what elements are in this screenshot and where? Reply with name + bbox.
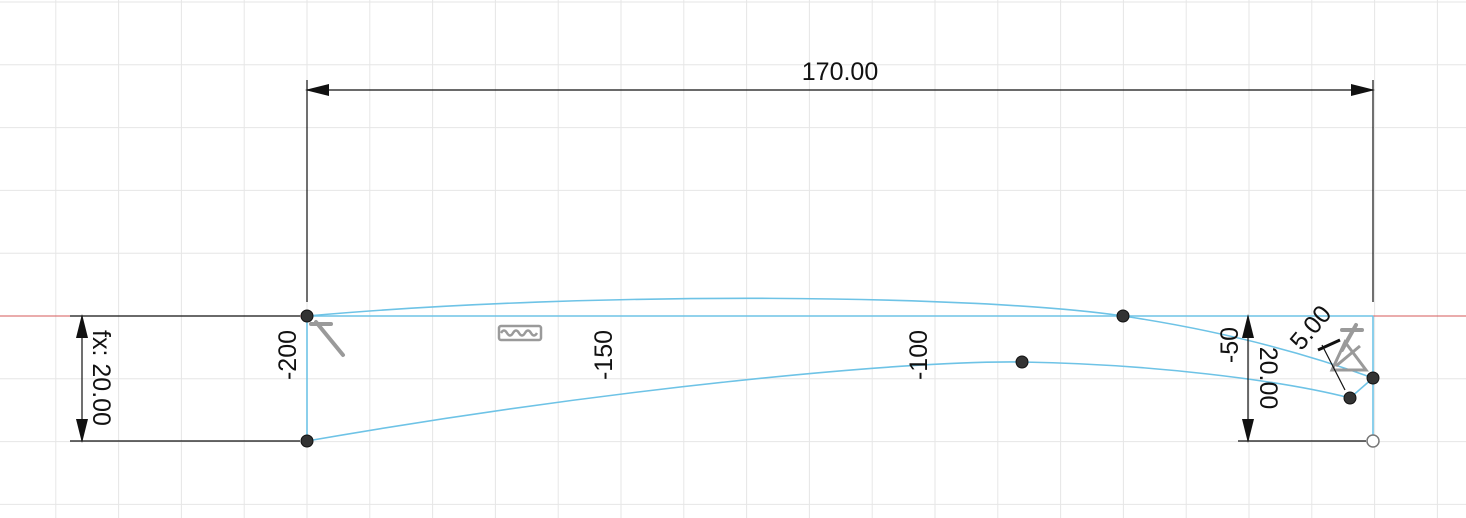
axis-tick-label: -150 [590, 330, 618, 380]
fillet-dimension[interactable] [1317, 338, 1346, 391]
sketch-point[interactable] [1366, 371, 1380, 385]
curvature-constraint-icon[interactable] [497, 324, 543, 342]
lower-spline-curve[interactable] [306, 361, 1351, 442]
left-height-dimension-label[interactable]: fx: 20.00 [87, 330, 115, 426]
sketch-point[interactable] [300, 434, 314, 448]
fillet-dimension-label[interactable]: 5.00 [1285, 300, 1338, 355]
upper-spline-curve[interactable] [306, 297, 1374, 379]
sketch-point-open[interactable] [1366, 434, 1380, 448]
axis-tick-label: -100 [905, 330, 933, 380]
sketch-point[interactable] [300, 309, 314, 323]
left-height-dimension[interactable] [70, 314, 300, 443]
sketch-point[interactable] [1343, 391, 1357, 405]
sketch-point[interactable] [1015, 355, 1029, 369]
axis-tick-label: -50 [1216, 327, 1244, 363]
width-dimension-label[interactable]: 170.00 [802, 58, 878, 86]
sketch-points[interactable] [300, 309, 1380, 448]
tangent-constraint-icon[interactable] [1329, 339, 1369, 372]
fix-constraint-icon[interactable] [309, 320, 345, 357]
right-height-dimension[interactable] [1238, 314, 1366, 443]
width-dimension[interactable] [305, 80, 1375, 302]
axis-tick-label: -200 [274, 330, 302, 380]
right-height-dimension-label[interactable]: 20.00 [1254, 347, 1282, 410]
sketch-point[interactable] [1116, 309, 1130, 323]
sketch-profile[interactable] [306, 297, 1374, 442]
